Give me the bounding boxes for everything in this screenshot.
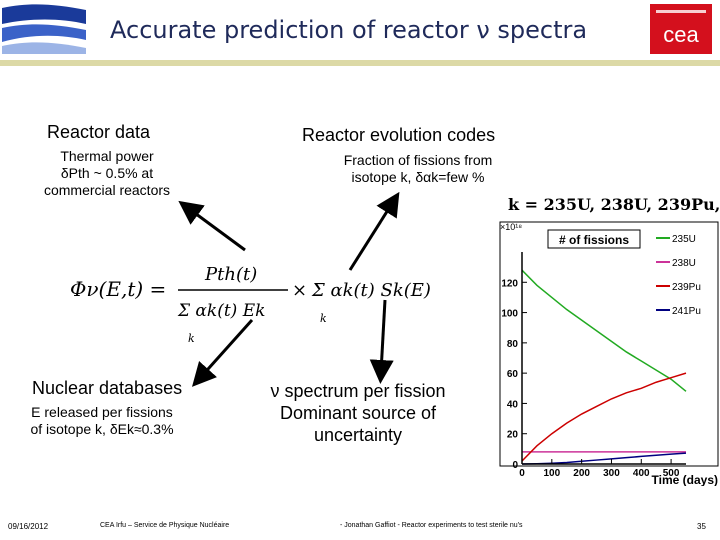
x-tick-label: 0 [519,468,525,479]
nuclear-db-heading: Nuclear databases [32,378,183,398]
y-tick-label: 0 [512,460,518,471]
spectrum-line1: ν spectrum per fission [270,381,446,401]
footer-org: CEA Irfu – Service de Physique Nucléaire [100,522,230,529]
reactor-data-line3: commercial reactors [43,182,171,198]
formula-rhs: Σ αk(t) Sk(E) [311,280,431,301]
arrow-to-reactor-data [178,200,246,252]
header-rule [0,60,720,66]
y-tick-label: 40 [507,399,519,410]
y-tick-label: 20 [507,430,519,441]
formula-lhs: Φν(E,t) = [70,277,166,301]
reactor-data-line2: δPth ~ 0.5% at [60,165,154,181]
formula-sum-index-2: k [320,312,327,325]
flux-formula: Φν(E,t) = Pth(t) Σ αk(t) Ek k × Σ αk(t) … [70,264,431,345]
evolution-line2: isotope k, δαk=few % [351,169,485,185]
chart-frame [499,221,719,467]
formula-denominator: Σ αk(t) Ek [177,301,265,321]
irfu-logo [0,0,88,56]
arrow-to-evolution-codes [348,191,400,271]
arrow-to-nuclear-databases [191,318,254,387]
legend-label-241Pu: 241Pu [672,306,701,317]
reactor-data-heading: Reactor data [47,122,151,142]
chart-x-label: Time (days) [652,473,718,486]
legend-label-239Pu: 239Pu [672,282,701,293]
slide-title: Accurate prediction of reactor ν spectra [110,16,588,44]
fission-chart: k = 235U, 238U, 239Pu, 241Pu ×10¹⁸ # of … [499,195,720,486]
footer-author: - Jonathan Gaffiot - Reactor experiments… [340,522,523,529]
nuclear-db-line1: E released per fissions [31,404,173,420]
spectrum-text: ν spectrum per fission Dominant source o… [243,380,473,446]
arrow-to-spectrum [369,299,394,384]
x-tick-label: 100 [543,468,560,479]
chart-title: # of fissions [559,233,629,247]
x-tick-label: 500 [663,468,680,479]
series-line-239Pu [521,372,687,462]
legend-label-238U: 238U [672,258,696,269]
x-tick-label: 400 [633,468,650,479]
x-tick-label: 300 [603,468,620,479]
chart-title-box [547,229,641,249]
y-tick-label: 80 [507,339,519,350]
evolution-text: Fraction of fissions from isotope k, δαk… [318,152,518,186]
reactor-data-line1: Thermal power [60,148,154,164]
evolution-heading: Reactor evolution codes [302,125,496,145]
y-tick-label: 60 [507,369,519,380]
y-tick-label: 100 [501,309,518,320]
formula-sum-index-1: k [188,332,195,345]
spectrum-line2: Dominant source of [279,403,437,423]
legend-label-235U: 235U [672,234,696,245]
chart-header: k = 235U, 238U, 239Pu, 241Pu [508,195,720,214]
nuclear-db-line2: of isotope k, δEk≈0.3% [30,421,174,437]
x-tick-label: 200 [573,468,590,479]
cea-logo: cea [650,4,712,54]
series-line-235U [521,269,687,392]
evolution-line1: Fraction of fissions from [343,152,493,168]
footer-date: 09/16/2012 [8,522,49,531]
spectrum-line3: uncertainty [313,425,403,445]
chart-y-multiplier: ×10¹⁸ [500,222,522,232]
y-tick-label: 120 [501,278,518,289]
reactor-data-text: Thermal power δPth ~ 0.5% at commercial … [22,148,192,199]
formula-times: × [292,280,307,301]
nuclear-db-text: E released per fissions of isotope k, δE… [12,404,192,438]
cea-logo-text: cea [663,22,699,47]
formula-numerator: Pth(t) [204,264,257,285]
footer-page: 35 [697,522,706,531]
